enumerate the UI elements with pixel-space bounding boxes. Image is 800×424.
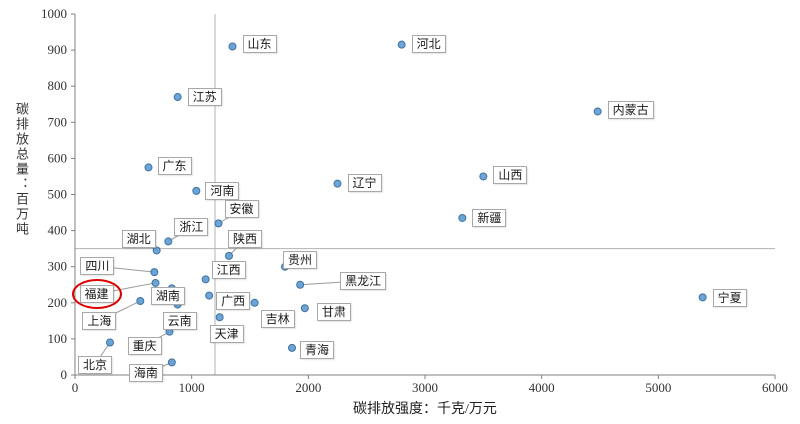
- data-point: [164, 237, 173, 246]
- x-axis-title: 碳排放强度：千克/万元: [353, 402, 497, 417]
- y-axis-title: 碳排放总量：百万吨: [14, 102, 29, 237]
- data-point: [228, 42, 237, 51]
- leader-line: [99, 300, 141, 322]
- x-tick-label: 0: [72, 380, 79, 395]
- leader-line: [145, 361, 173, 374]
- data-point: [225, 251, 233, 260]
- y-tick-label: 300: [48, 259, 68, 274]
- data-point: [165, 327, 174, 336]
- data-point: [173, 300, 182, 309]
- data-point: [458, 213, 467, 222]
- data-point: [201, 275, 210, 284]
- leader-line: [168, 227, 192, 242]
- data-point: [167, 284, 176, 293]
- data-point: [698, 293, 707, 302]
- x-tick-label: 6000: [762, 380, 788, 395]
- y-tick-label: 400: [48, 223, 68, 238]
- data-point: [151, 278, 160, 287]
- x-tick-label: 1000: [179, 380, 205, 395]
- leader-line: [144, 331, 170, 347]
- data-point: [281, 262, 289, 271]
- data-point: [136, 296, 145, 305]
- y-tick-label: 100: [48, 331, 68, 346]
- data-point: [397, 40, 406, 49]
- x-tick-label: 3000: [412, 380, 438, 395]
- data-point: [144, 163, 153, 172]
- data-point: [106, 338, 114, 347]
- y-tick-label: 0: [61, 367, 68, 382]
- data-point: [300, 304, 309, 313]
- y-tick-label: 800: [48, 78, 68, 93]
- leader-line: [300, 280, 364, 286]
- leader-line: [218, 208, 242, 224]
- leader-line: [97, 265, 155, 273]
- data-point: [296, 280, 305, 289]
- data-point: [288, 343, 296, 352]
- data-point: [215, 313, 224, 322]
- x-tick-label: 5000: [645, 380, 671, 395]
- x-tick-label: 4000: [529, 380, 555, 395]
- data-point: [152, 246, 161, 255]
- data-point: [479, 172, 488, 181]
- y-tick-label: 900: [48, 42, 68, 57]
- y-tick-label: 600: [48, 150, 68, 165]
- y-tick-label: 500: [48, 187, 68, 202]
- data-point: [167, 358, 176, 367]
- data-point: [192, 186, 201, 195]
- leader-line: [96, 282, 156, 295]
- y-tick-label: 200: [48, 295, 68, 310]
- x-tick-label: 2000: [295, 380, 321, 395]
- data-point: [173, 93, 182, 102]
- data-point: [214, 219, 223, 228]
- data-point: [250, 298, 259, 307]
- data-point: [205, 291, 214, 300]
- data-point: [333, 179, 342, 188]
- data-point: [150, 268, 159, 277]
- y-tick-label: 700: [48, 114, 68, 129]
- data-point: [593, 107, 602, 116]
- y-tick-label: 1000: [41, 6, 67, 21]
